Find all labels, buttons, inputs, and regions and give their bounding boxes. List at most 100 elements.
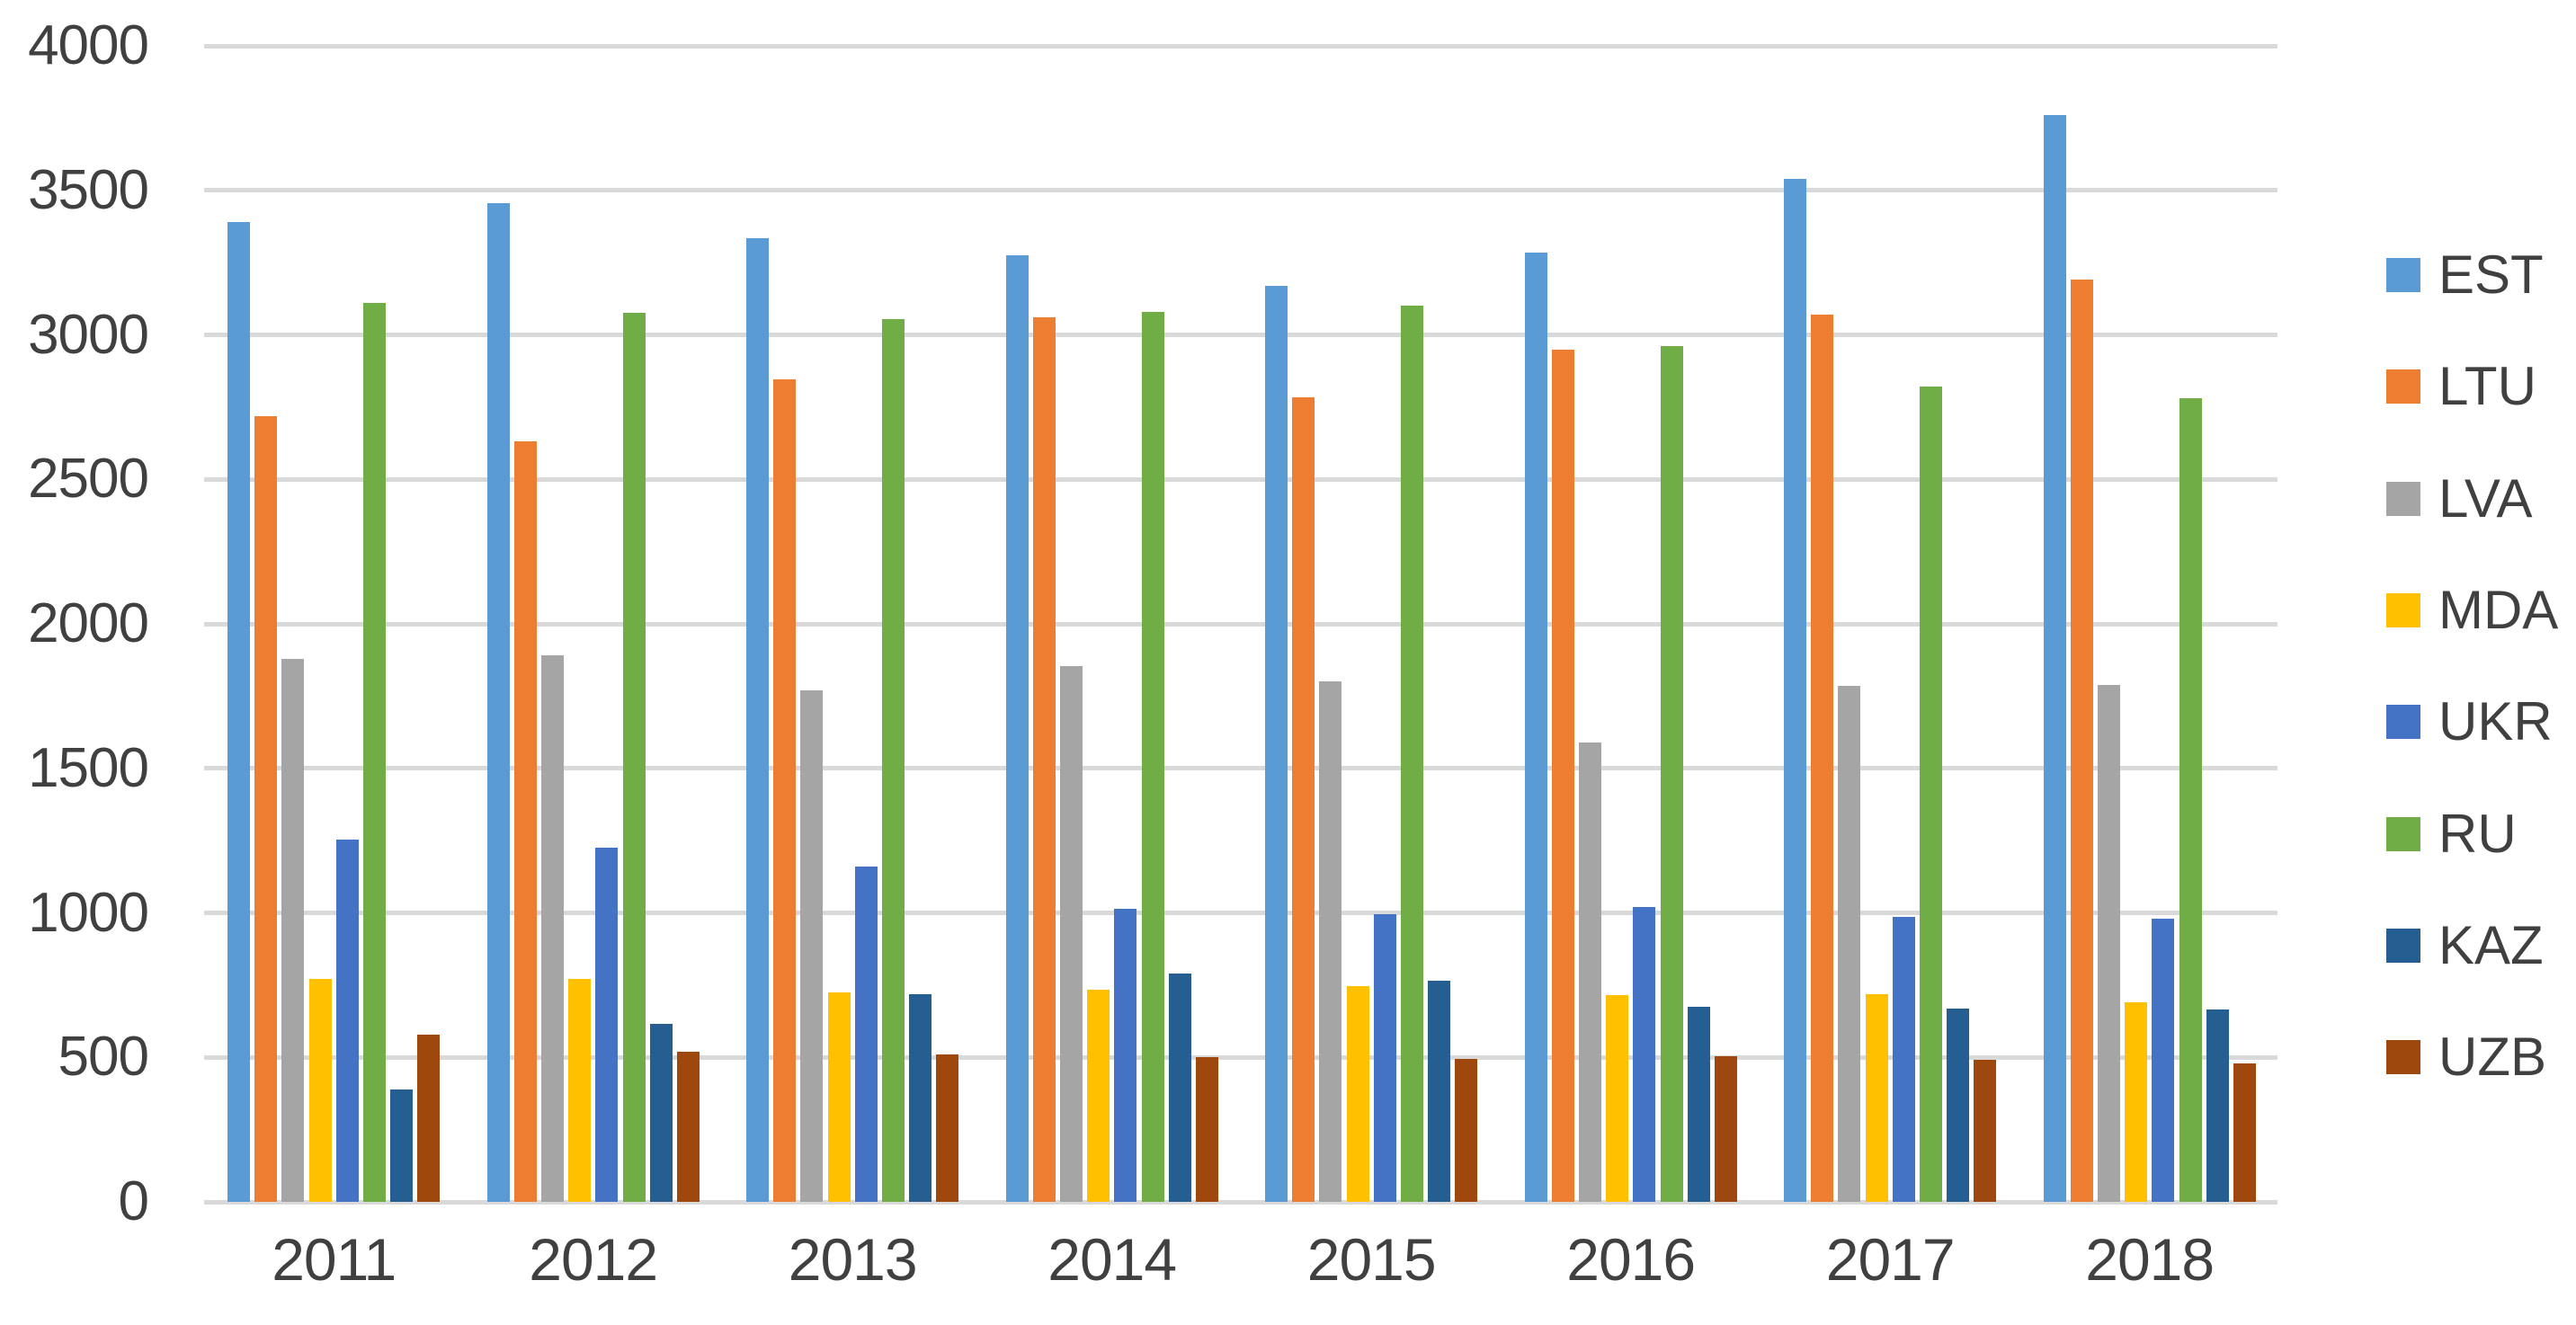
- bar-MDA-2015: [1346, 986, 1369, 1202]
- bar-MDA-2014: [1087, 989, 1110, 1202]
- legend-swatch-MDA: [2386, 592, 2420, 627]
- legend-swatch-LVA: [2386, 481, 2420, 516]
- x-label-2015: 2015: [1306, 1226, 1437, 1293]
- legend-swatch-KAZ: [2386, 928, 2420, 963]
- bar-UZB-2018: [2233, 1063, 2256, 1202]
- bar-LTU-2011: [254, 415, 278, 1202]
- gridline-1500: [204, 766, 2277, 771]
- bar-EST-2015: [1265, 285, 1288, 1202]
- legend-swatch-EST: [2386, 258, 2420, 292]
- y-tick-label-2500: 2500: [28, 448, 149, 511]
- bar-UZB-2016: [1714, 1055, 1737, 1202]
- bar-KAZ-2014: [1168, 974, 1191, 1202]
- bar-RU-2017: [1920, 387, 1942, 1202]
- legend-label-LVA: LVA: [2438, 467, 2533, 529]
- legend-label-MDA: MDA: [2438, 579, 2559, 640]
- bar-UKR-2016: [1633, 907, 1656, 1202]
- gridline-0: [204, 1199, 2277, 1205]
- gridline-500: [204, 1054, 2277, 1060]
- bar-RU-2015: [1401, 306, 1423, 1202]
- bar-RU-2018: [2179, 398, 2202, 1202]
- gridline-2000: [204, 621, 2277, 627]
- y-tick-label-3000: 3000: [28, 303, 149, 366]
- bar-MDA-2011: [308, 979, 332, 1202]
- legend-swatch-RU: [2386, 816, 2420, 851]
- bar-LVA-2017: [1838, 686, 1861, 1202]
- bar-LVA-2013: [800, 689, 824, 1202]
- bar-UKR-2012: [595, 848, 619, 1202]
- x-label-2018: 2018: [2085, 1226, 2215, 1293]
- legend-label-RU: RU: [2438, 803, 2517, 864]
- legend-label-KAZ: KAZ: [2438, 914, 2544, 975]
- legend-label-UKR: UKR: [2438, 691, 2553, 752]
- bar-UKR-2013: [854, 867, 878, 1202]
- bar-EST-2018: [2043, 115, 2066, 1202]
- bar-KAZ-2018: [2206, 1009, 2229, 1202]
- bar-LVA-2014: [1059, 665, 1083, 1202]
- bar-LTU-2017: [1811, 314, 1834, 1202]
- bar-UKR-2017: [1892, 917, 1915, 1202]
- bar-MDA-2012: [568, 979, 592, 1202]
- gridline-4000: [204, 43, 2277, 49]
- bar-EST-2017: [1784, 178, 1806, 1202]
- bar-LTU-2018: [2070, 280, 2093, 1202]
- bar-LVA-2012: [540, 655, 564, 1202]
- x-label-2012: 2012: [529, 1226, 658, 1293]
- bar-LTU-2013: [773, 379, 797, 1202]
- gridline-2500: [204, 476, 2277, 482]
- y-tick-label-4000: 4000: [28, 14, 149, 76]
- bar-LVA-2015: [1319, 681, 1342, 1202]
- x-label-2013: 2013: [788, 1226, 918, 1293]
- x-label-2014: 2014: [1047, 1226, 1177, 1293]
- bar-UKR-2018: [2152, 918, 2175, 1202]
- gridline-3500: [204, 188, 2277, 193]
- bar-MDA-2016: [1606, 995, 1629, 1202]
- bar-UKR-2014: [1114, 908, 1137, 1202]
- bar-UKR-2015: [1373, 914, 1396, 1202]
- legend-swatch-UKR: [2386, 705, 2420, 740]
- legend-swatch-UZB: [2386, 1040, 2420, 1075]
- bar-KAZ-2016: [1687, 1006, 1710, 1202]
- bar-LTU-2015: [1292, 396, 1315, 1202]
- bar-EST-2011: [227, 222, 250, 1202]
- bar-MDA-2018: [2125, 1002, 2148, 1202]
- bar-LVA-2016: [1578, 742, 1601, 1202]
- x-label-2011: 2011: [272, 1226, 397, 1293]
- bar-LVA-2018: [2097, 684, 2120, 1202]
- bar-UKR-2011: [335, 839, 359, 1202]
- legend-label-LTU: LTU: [2438, 356, 2536, 417]
- bar-KAZ-2015: [1428, 981, 1451, 1202]
- y-tick-label-2000: 2000: [28, 592, 149, 654]
- y-tick-label-3500: 3500: [28, 158, 149, 221]
- bar-UZB-2012: [676, 1051, 700, 1202]
- bar-RU-2016: [1660, 346, 1683, 1202]
- bar-MDA-2017: [1865, 993, 1888, 1202]
- bar-RU-2014: [1141, 311, 1164, 1202]
- legend-label-EST: EST: [2438, 245, 2544, 305]
- bar-EST-2016: [1524, 252, 1547, 1202]
- legend-swatch-LTU: [2386, 369, 2420, 405]
- bar-UZB-2015: [1455, 1058, 1478, 1202]
- bar-UZB-2017: [1974, 1060, 1997, 1202]
- bar-KAZ-2013: [909, 993, 932, 1202]
- bar-EST-2012: [486, 203, 510, 1202]
- bar-KAZ-2012: [649, 1024, 673, 1202]
- y-tick-label-0: 0: [118, 1170, 149, 1232]
- bar-RU-2012: [622, 313, 646, 1202]
- bar-UZB-2014: [1195, 1057, 1218, 1202]
- y-tick-label-1000: 1000: [28, 881, 149, 944]
- bar-EST-2013: [746, 237, 769, 1202]
- gridline-3000: [204, 333, 2277, 337]
- bar-LTU-2014: [1032, 317, 1056, 1202]
- gridline-1000: [204, 911, 2277, 915]
- bar-LTU-2016: [1551, 349, 1574, 1202]
- y-tick-label-1500: 1500: [28, 736, 149, 799]
- x-label-2017: 2017: [1825, 1226, 1956, 1293]
- legend-label-UZB: UZB: [2438, 1027, 2546, 1088]
- y-tick-label-500: 500: [58, 1026, 149, 1089]
- bar-KAZ-2011: [390, 1089, 414, 1202]
- bar-UZB-2011: [417, 1034, 441, 1202]
- bar-RU-2011: [363, 303, 386, 1202]
- bar-LTU-2012: [513, 441, 537, 1202]
